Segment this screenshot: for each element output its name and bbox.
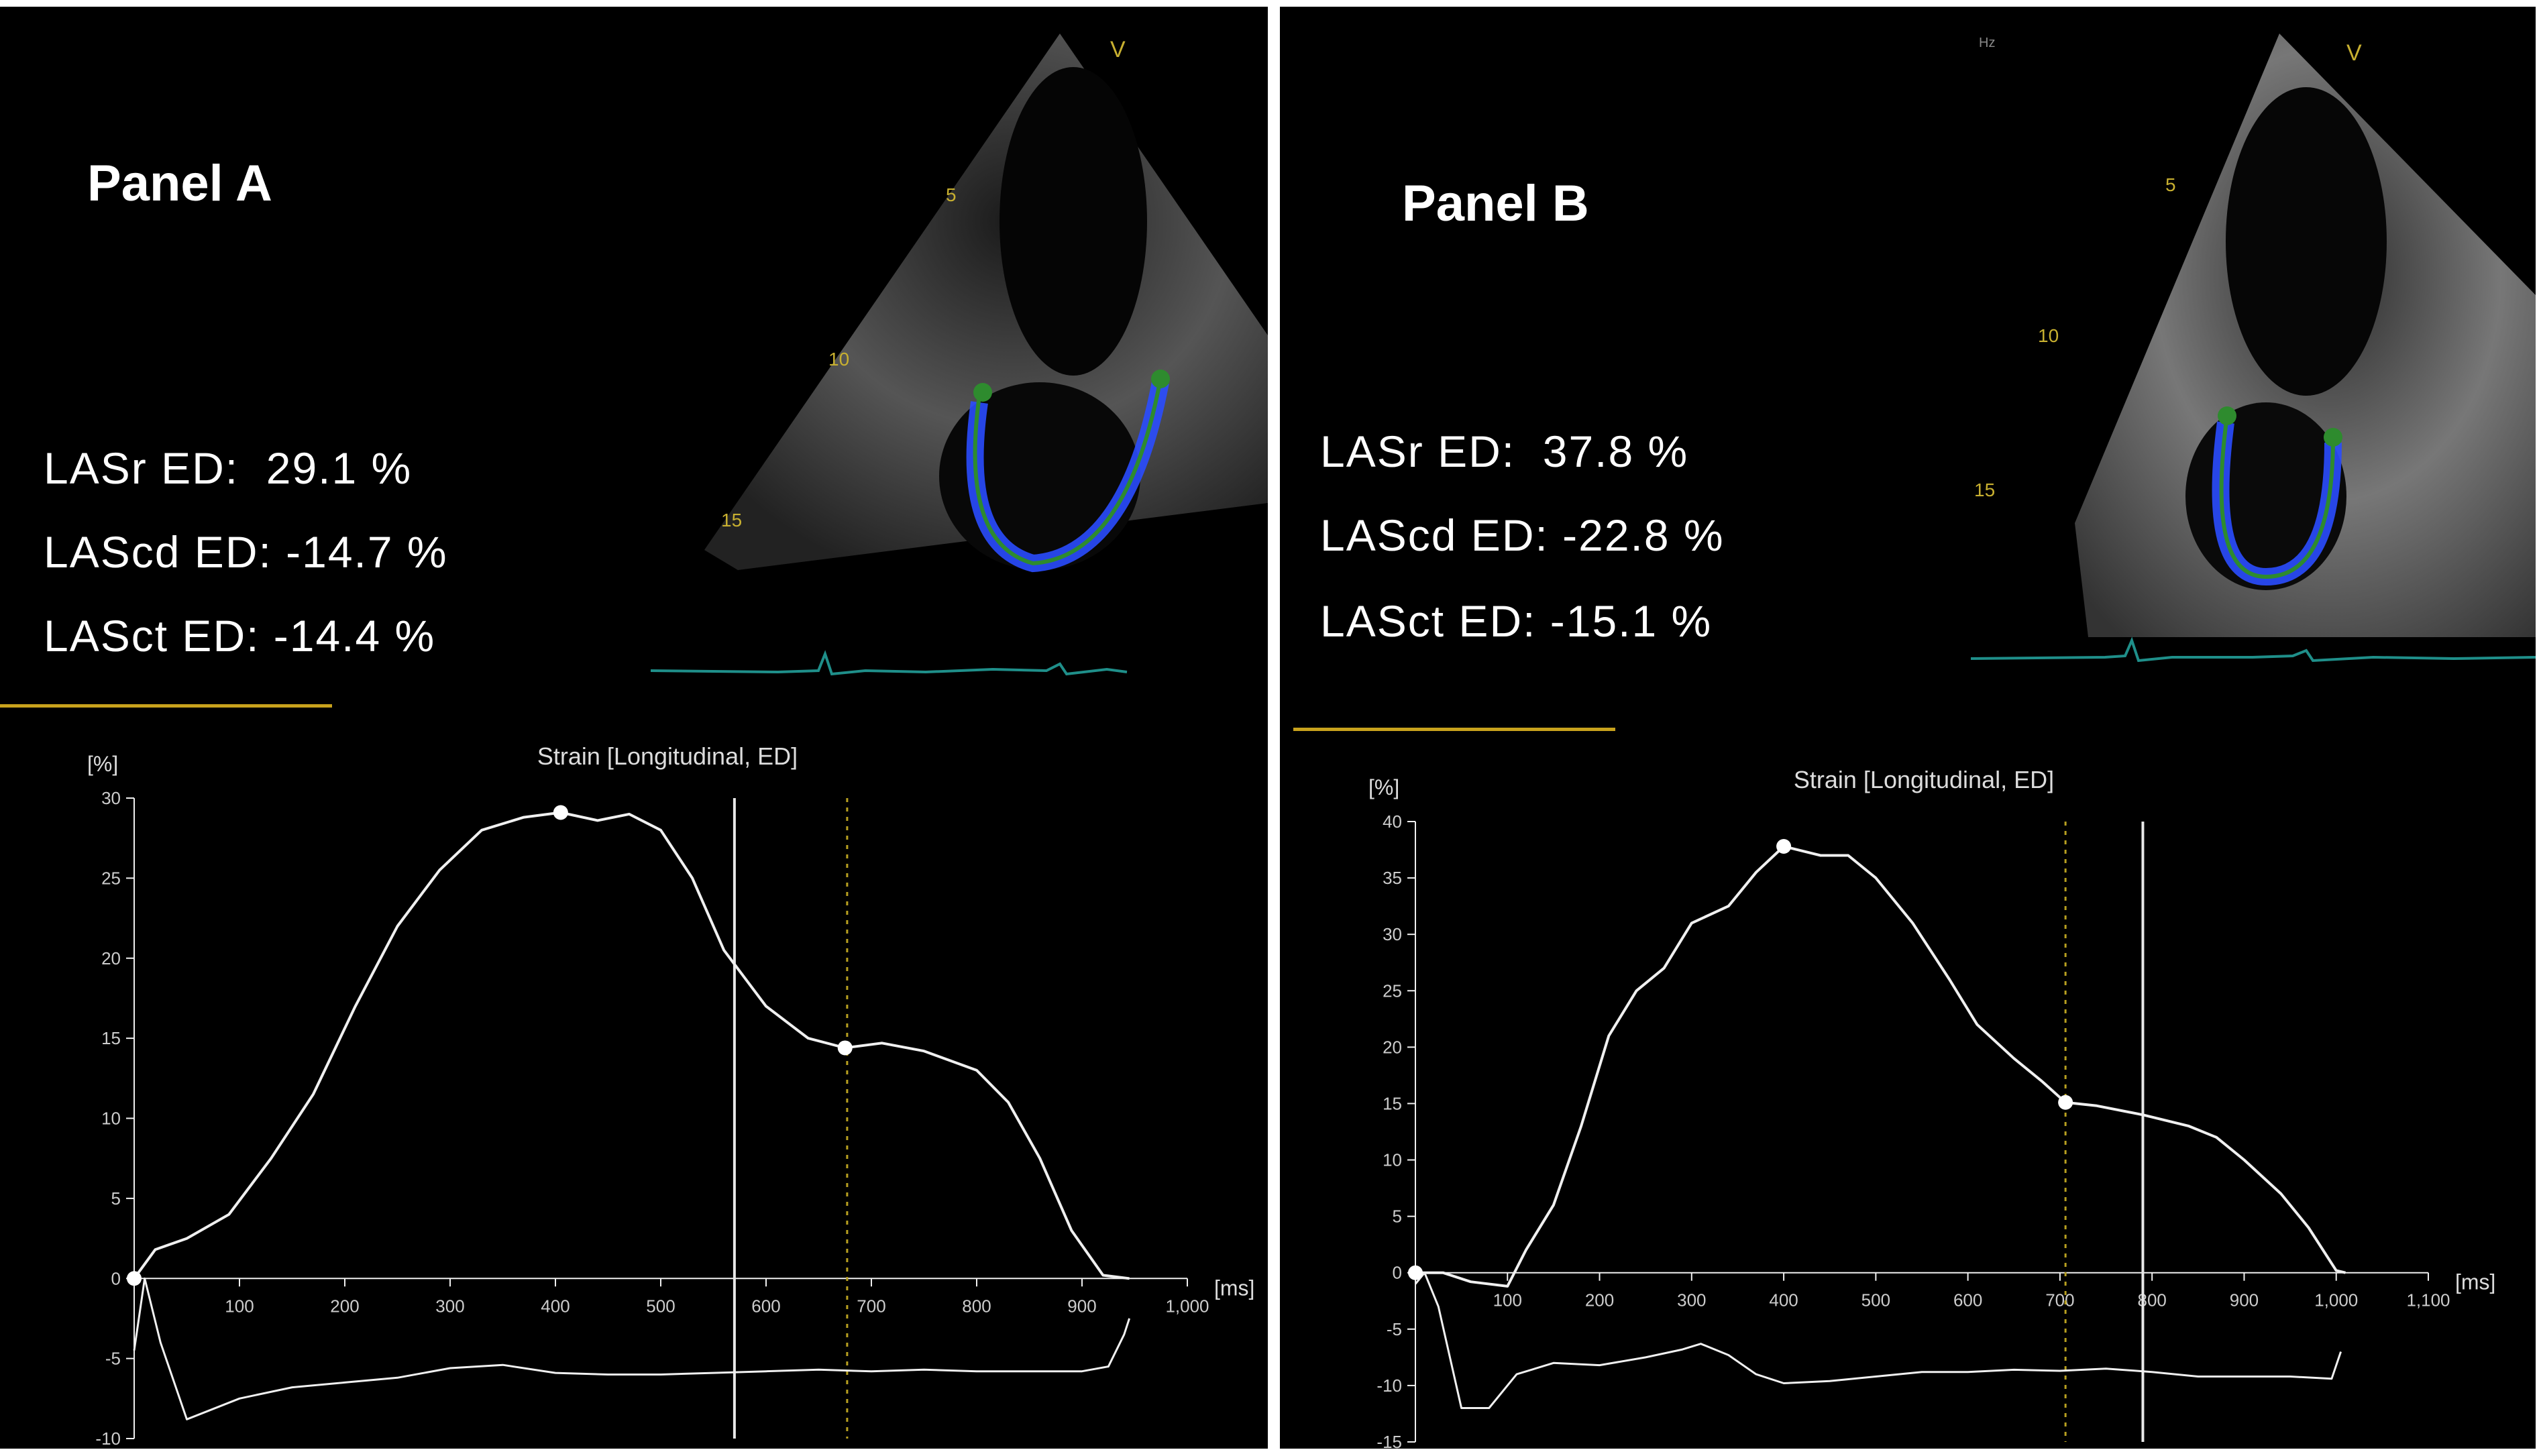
y-tick-label: 15 — [101, 1028, 121, 1048]
echo-image: V 5 10 15 — [650, 34, 1268, 676]
contour-point — [2218, 406, 2236, 425]
y-tick-label: 0 — [111, 1268, 121, 1288]
x-tick-label: 1,100 — [2406, 1290, 2450, 1310]
panel-a: Panel A LASr ED: 29.1 % LAScd ED: -14.7 … — [0, 7, 1268, 1449]
x-tick-label: 500 — [646, 1296, 675, 1316]
x-tick-label: 300 — [1677, 1290, 1706, 1310]
lasct-metric: LASct ED: -15.1 % — [1320, 596, 1713, 646]
y-tick-label: 20 — [1383, 1037, 1402, 1057]
strain-marker — [1408, 1265, 1423, 1280]
x-tick-label: 200 — [330, 1296, 359, 1316]
lascd-metric: LAScd ED: -22.8 % — [1320, 510, 1725, 560]
ecg-trace — [1971, 636, 2536, 663]
panel-title: Panel B — [1402, 175, 1589, 232]
x-tick-label: 1,000 — [2314, 1290, 2358, 1310]
strain-rate-curve — [133, 1277, 1131, 1420]
x-tick-label: 300 — [435, 1296, 464, 1316]
y-tick-label: 0 — [1393, 1263, 1402, 1283]
strain-marker — [127, 1271, 142, 1286]
x-tick-label: 600 — [751, 1296, 780, 1316]
depth-label: 15 — [721, 510, 742, 530]
x-tick-label: 900 — [1067, 1296, 1096, 1316]
strain-chart: Strain [Longitudinal, ED] [%] [ms] -15 -10 -5… — [1368, 766, 2495, 1449]
depth-label: 5 — [2165, 174, 2176, 195]
strain-curve — [1415, 845, 2346, 1288]
x-tick-label: 200 — [1585, 1290, 1614, 1310]
y-tick-label: -5 — [105, 1349, 121, 1369]
contour-point — [1151, 370, 1170, 388]
panel-divider — [1268, 0, 1280, 1456]
strain-curve — [133, 811, 1130, 1280]
strain-marker — [1776, 839, 1792, 854]
lasr-metric: LASr ED: 37.8 % — [1320, 427, 1689, 476]
y-tick-label: 5 — [1393, 1207, 1402, 1227]
depth-label: 10 — [828, 349, 849, 370]
strain-marker — [2058, 1095, 2073, 1110]
atrial-contour — [2219, 415, 2335, 579]
y-tick-label: 10 — [1383, 1150, 1402, 1170]
strain-marker — [553, 805, 568, 820]
x-tick-label: 100 — [225, 1296, 254, 1316]
x-tick-label: 100 — [1493, 1290, 1522, 1310]
y-tick-label: 10 — [101, 1109, 121, 1129]
depth-label: 15 — [1974, 480, 1995, 500]
x-tick-label: 400 — [541, 1296, 570, 1316]
y-tick-label: 25 — [101, 868, 121, 888]
x-tick-label: 1,000 — [1165, 1296, 1209, 1316]
y-tick-label: -15 — [1376, 1432, 1402, 1449]
y-tick-label: 25 — [1383, 981, 1402, 1001]
contour-point — [2324, 428, 2342, 447]
chart-title: Strain [Longitudinal, ED] — [1794, 766, 2054, 793]
x-tick-label: 900 — [2230, 1290, 2259, 1310]
strain-rate-curve — [1414, 1272, 2342, 1409]
y-tick-label: 30 — [101, 788, 121, 808]
echo-image: V Hz 5 10 15 — [1971, 34, 2536, 663]
y-tick-label: -10 — [1376, 1376, 1402, 1396]
y-tick-label: 15 — [1383, 1093, 1402, 1113]
y-axis-unit: [%] — [87, 752, 118, 776]
x-tick-label: 700 — [2045, 1290, 2074, 1310]
x-axis-unit: [ms] — [1214, 1276, 1254, 1300]
y-tick-label: 5 — [111, 1188, 121, 1209]
section-underline — [0, 704, 332, 708]
panel-b: Panel B LASr ED: 37.8 % LAScd ED: -22.8 … — [1280, 7, 2536, 1449]
section-underline — [1293, 728, 1615, 731]
y-tick-label: 20 — [101, 948, 121, 968]
ecg-trace — [650, 650, 1128, 676]
depth-label: 5 — [946, 184, 957, 205]
y-tick-label: 35 — [1383, 868, 1402, 888]
y-tick-label: 40 — [1383, 811, 1402, 832]
x-tick-label: 800 — [962, 1296, 991, 1316]
lascd-metric: LAScd ED: -14.7 % — [44, 527, 448, 577]
x-tick-label: 600 — [1953, 1290, 1982, 1310]
x-tick-label: 400 — [1769, 1290, 1798, 1310]
panel-title: Panel A — [87, 155, 272, 212]
atrial-contour — [973, 378, 1163, 566]
x-tick-label: 700 — [857, 1296, 885, 1316]
echo-unit: Hz — [1979, 36, 1995, 50]
y-axis-unit: [%] — [1368, 775, 1399, 799]
chart-title: Strain [Longitudinal, ED] — [537, 742, 798, 770]
y-tick-label: 30 — [1383, 924, 1402, 944]
ventricle-cavity — [999, 67, 1147, 376]
strain-chart: Strain [Longitudinal, ED] [%] [ms] -10 -5 0 5 1… — [87, 742, 1254, 1449]
echo-marker: V — [1110, 37, 1126, 62]
ventricle-cavity — [2226, 87, 2387, 396]
y-tick-label: -5 — [1387, 1319, 1402, 1339]
depth-label: 10 — [2038, 325, 2059, 346]
lasr-metric: LASr ED: 29.1 % — [44, 443, 413, 493]
x-tick-label: 500 — [1861, 1290, 1890, 1310]
x-axis-unit: [ms] — [2455, 1270, 2495, 1294]
contour-point — [973, 383, 992, 402]
strain-marker — [837, 1040, 853, 1056]
y-tick-label: -10 — [95, 1429, 121, 1449]
lasct-metric: LASct ED: -14.4 % — [44, 611, 436, 661]
echo-marker: V — [2346, 40, 2362, 66]
